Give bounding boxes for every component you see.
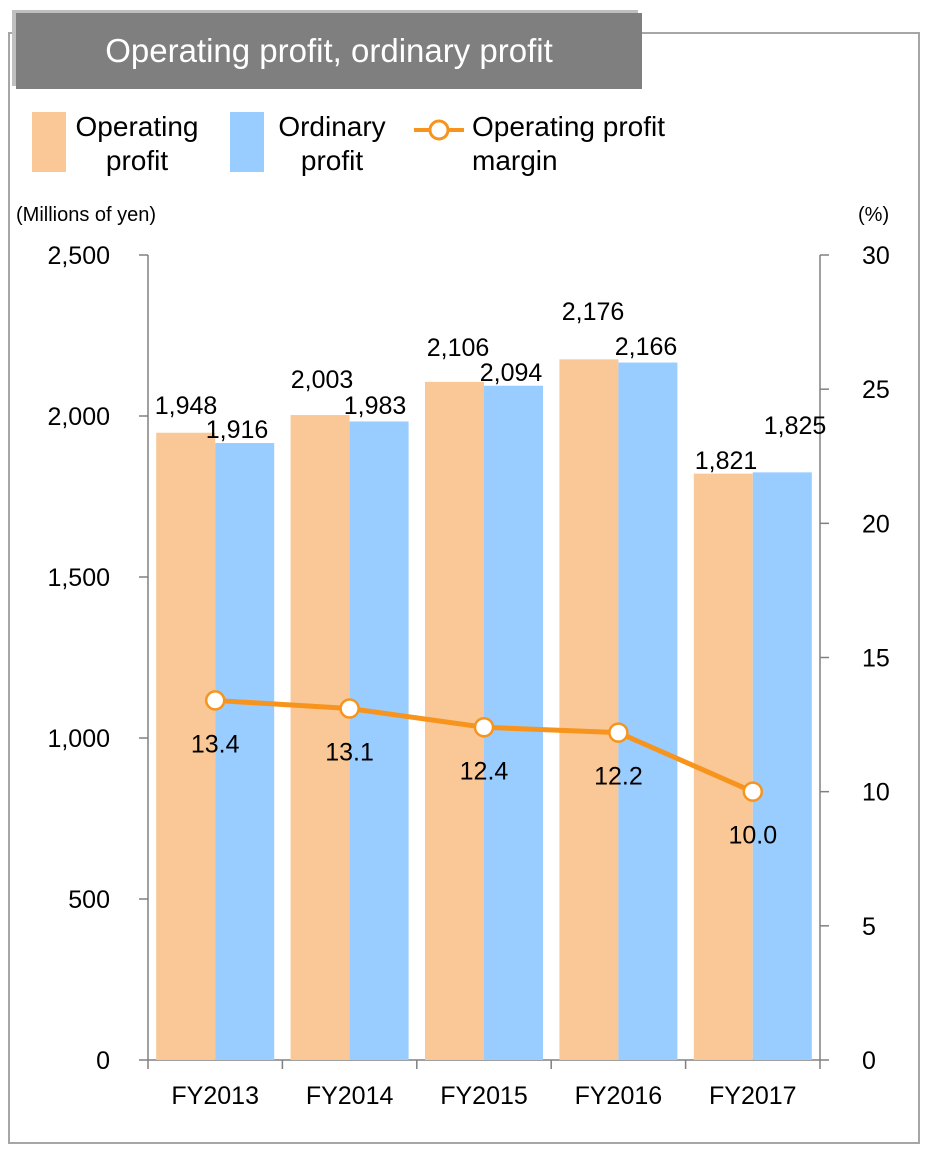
y-right-axis-title: (%) xyxy=(858,204,889,226)
data-label-ordinary-profit: 1,983 xyxy=(344,392,407,420)
chart-title: Operating profit, ordinary profit xyxy=(16,13,642,89)
title-shadow: Operating profit, ordinary profit xyxy=(12,10,642,89)
bar-operating-profit xyxy=(290,415,350,1060)
x-tick-label: FY2017 xyxy=(709,1082,797,1110)
y-right-tick-label: 20 xyxy=(862,510,890,538)
legend-operating-swatch xyxy=(32,112,66,172)
x-tick-label: FY2014 xyxy=(306,1082,394,1110)
point-operating-profit-margin xyxy=(473,717,495,738)
data-label-ordinary-profit: 1,825 xyxy=(764,412,827,440)
data-label-operating-profit: 1,821 xyxy=(695,447,758,475)
data-label-ordinary-profit: 1,916 xyxy=(206,416,269,444)
y-right-tick-label: 25 xyxy=(862,376,890,404)
legend-ordinary-line1: Ordinary xyxy=(278,111,386,142)
data-label-operating-profit-margin: 10.0 xyxy=(728,822,777,850)
point-operating-profit-margin xyxy=(608,722,629,743)
data-label-operating-profit-margin: 12.4 xyxy=(460,757,509,785)
bar-ordinary-profit xyxy=(618,362,678,1061)
legend-operating-label: Operating profit xyxy=(62,110,212,178)
y-right-tick-label: 0 xyxy=(862,1047,876,1075)
legend-ordinary-line2: profit xyxy=(300,145,364,176)
legend-margin-label: Operating profit margin xyxy=(472,110,665,178)
y-right-tick-label: 5 xyxy=(862,913,876,941)
y-left-tick-label: 500 xyxy=(68,886,110,914)
y-right-tick-label: 10 xyxy=(862,779,890,807)
y-left-tick-label: 2,000 xyxy=(47,403,110,431)
legend-margin-line2: margin xyxy=(472,145,558,176)
y-left-tick-label: 1,500 xyxy=(47,564,110,592)
legend-operating-line1: Operating xyxy=(75,111,199,142)
x-tick-label: FY2015 xyxy=(440,1082,528,1110)
legend-ordinary-swatch xyxy=(230,112,264,172)
data-label-operating-profit: 2,003 xyxy=(291,366,354,394)
point-operating-profit-margin xyxy=(742,781,764,802)
bar-operating-profit xyxy=(693,473,753,1060)
x-tick-label: FY2013 xyxy=(171,1082,259,1110)
y-left-tick-label: 0 xyxy=(96,1047,110,1075)
data-label-operating-profit: 2,106 xyxy=(427,334,490,362)
bar-operating-profit xyxy=(559,359,619,1060)
bar-ordinary-profit xyxy=(215,443,275,1061)
y-right-tick-label: 30 xyxy=(862,242,890,270)
data-label-ordinary-profit: 2,166 xyxy=(615,333,678,361)
point-operating-profit-margin xyxy=(339,698,360,719)
legend: Operating profit Ordinary profit Operati… xyxy=(0,110,927,190)
bar-ordinary-profit xyxy=(349,421,409,1060)
bar-operating-profit xyxy=(156,432,216,1060)
data-label-ordinary-profit: 2,094 xyxy=(480,359,543,387)
legend-ordinary-label: Ordinary profit xyxy=(262,110,402,178)
data-label-operating-profit: 2,176 xyxy=(562,298,625,326)
x-tick-label: FY2016 xyxy=(575,1082,663,1110)
legend-operating-line2: profit xyxy=(105,145,169,176)
data-label-operating-profit: 1,948 xyxy=(155,392,218,420)
bar-ordinary-profit xyxy=(752,472,812,1061)
data-label-operating-profit-margin: 13.4 xyxy=(191,730,240,758)
bar-ordinary-profit xyxy=(484,385,543,1060)
y-left-tick-label: 2,500 xyxy=(47,242,110,270)
y-left-tick-label: 1,000 xyxy=(47,725,110,753)
data-label-operating-profit-margin: 12.2 xyxy=(594,763,643,791)
legend-margin-marker xyxy=(414,119,464,141)
point-operating-profit-margin xyxy=(204,690,226,711)
y-right-tick-label: 15 xyxy=(862,645,890,673)
legend-margin-line1: Operating profit xyxy=(472,111,665,142)
data-label-operating-profit-margin: 13.1 xyxy=(325,738,374,766)
y-left-axis-title: (Millions of yen) xyxy=(16,204,156,226)
